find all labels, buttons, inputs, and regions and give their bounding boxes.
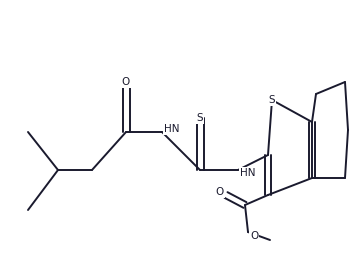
Text: HN: HN xyxy=(240,168,256,178)
Text: O: O xyxy=(216,187,224,197)
Text: HN: HN xyxy=(164,124,180,134)
Text: S: S xyxy=(197,113,203,123)
Text: O: O xyxy=(250,231,258,241)
Text: O: O xyxy=(122,77,130,87)
Text: S: S xyxy=(269,95,275,105)
